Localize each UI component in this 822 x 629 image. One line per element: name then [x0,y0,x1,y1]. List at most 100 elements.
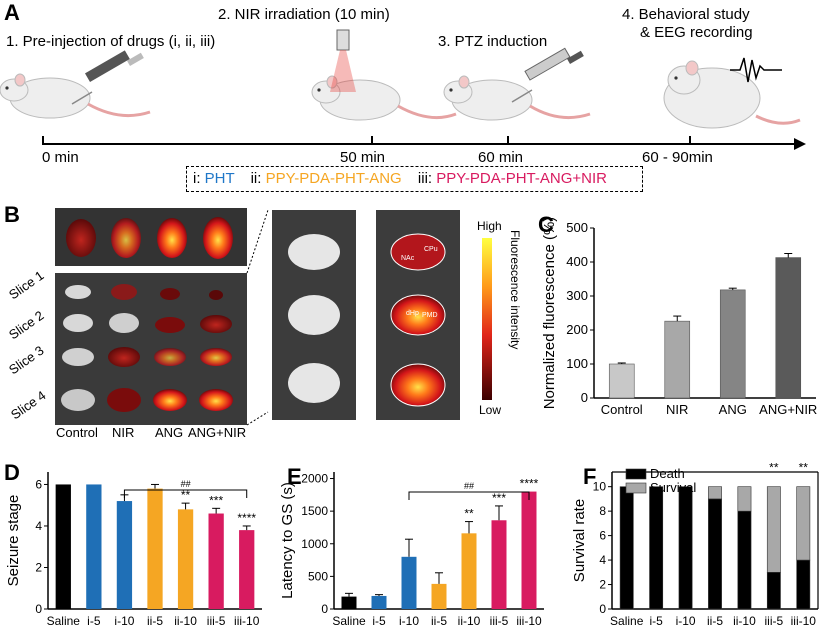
significance-mark: ** [769,461,779,475]
bar [775,257,802,399]
mouse-icon [443,75,591,121]
y-tick-label: 300 [566,288,588,303]
y-tick-label: 4 [35,519,42,533]
bar-death [678,486,693,610]
legend-key-i: i: [193,170,205,187]
panel-a-label: A [4,0,20,25]
slice-row-1 [65,284,223,300]
bar [341,596,357,609]
step-2: 2. NIR irradiation (10 min) [218,6,390,23]
bar [608,363,635,399]
region-label-pmd: PMD [422,312,438,319]
bar-death [796,559,811,610]
slice-image [288,234,340,270]
panel-a-illustration [0,29,806,150]
time-50: 50 min [340,149,386,166]
time-60: 60 min [478,149,524,166]
legend-name-i: PHT [204,170,235,187]
bar [371,595,387,609]
syringe-icon [511,47,584,103]
y-tick-label: 200 [566,322,588,337]
group-label-ang-nir: ANG+NIR [188,425,247,440]
bar [461,533,477,609]
brain-image [66,219,96,257]
bar-death [649,486,664,610]
panel-b-label: B [4,202,20,227]
bar-survival [766,486,781,573]
significance-mark: *** [209,493,223,507]
region-label-cpu: CPu [424,246,438,253]
x-tick-label: i-5 [372,614,386,628]
bar [147,488,163,609]
x-tick-label: i-5 [87,614,101,628]
significance-mark: **** [237,511,256,525]
panel-d-label: D [4,460,20,485]
region-label-dhp: dHp [406,310,419,317]
slice-row-3 [62,347,232,367]
legend-swatch-death [625,468,647,480]
bar [431,583,447,609]
bar [521,491,537,609]
significance-mark: ** [181,488,191,502]
y-tick-label: 400 [566,254,588,269]
step-3: 3. PTZ induction [438,33,548,50]
bar [177,509,194,609]
y-tick-label: 4 [599,553,606,567]
bar [664,320,691,399]
step-4b: & EEG recording [640,24,753,41]
x-tick-label: iii-5 [207,614,226,628]
panel-b-images [55,208,492,426]
mouse-icon [0,73,151,119]
colour-scale-bar [482,238,492,400]
y-tick-label: 500 [566,220,588,235]
y-tick-label: 0 [321,602,328,616]
region-label-nac: NAc [401,255,415,262]
legend-name-ii: PPY-PDA-PHT-ANG [265,170,402,187]
x-tick-label: Control [601,402,643,417]
scale-low-label: Low [479,403,502,417]
y-tick-label: 6 [599,529,606,543]
significance-mark: ** [464,507,474,521]
x-tick-label: Saline [47,614,81,628]
x-tick-label: ANG+NIR [759,402,817,417]
y-tick-label: 2000 [301,472,328,486]
comparison-mark: ## [464,481,474,491]
time-60-90: 60 - 90min [642,149,713,166]
brain-image [111,218,141,258]
y-tick-label: 2 [599,578,606,592]
significance-mark: *** [492,491,506,505]
scale-title: Fluorescence intensity [508,230,522,350]
x-tick-label: NIR [666,402,688,417]
treatment-legend: i: PHT ii: PPY-PDA-PHT-ANG iii: PPY-PDA-… [186,166,643,192]
x-tick-label: ii-5 [431,614,447,628]
eeg-trace [730,57,782,83]
bar [239,530,255,609]
bar [491,520,507,609]
bar [401,556,417,609]
x-tick-label: i-10 [399,614,419,628]
timeline-arrow [794,138,806,150]
y-tick-label: 0 [599,602,606,616]
y-tick-label: 6 [35,477,42,491]
mouse-icon [311,75,457,121]
panel-c-label: C [538,212,554,237]
bar [55,484,71,609]
chart-survival-rate: 0 2 4 6 8 10 Saline i-5 i-10 ii-5 ii-10 iii-5 ** iii-… [571,461,819,628]
slice-image [390,363,446,407]
x-tick-label: ii-10 [174,614,197,628]
y-tick-label: 1000 [301,537,328,551]
bar [719,289,746,399]
x-tick-label: ii-10 [733,614,756,628]
comparison-mark: ## [181,479,191,489]
y-tick-label: 100 [566,356,588,371]
x-tick-label: i-10 [114,614,134,628]
legend-label-survival: Survival [650,480,696,495]
y-tick-label: 2 [35,560,42,574]
bar [208,513,224,609]
bar [86,484,102,609]
comparison-bracket [123,489,248,498]
bar-death [708,498,722,610]
significance-mark: **** [520,477,539,491]
bar-survival [708,486,722,500]
chart-normalized-fluorescence: 0 100 200 300 400 500 Control NIR ANG ANG+NIR Norm… [541,218,817,417]
